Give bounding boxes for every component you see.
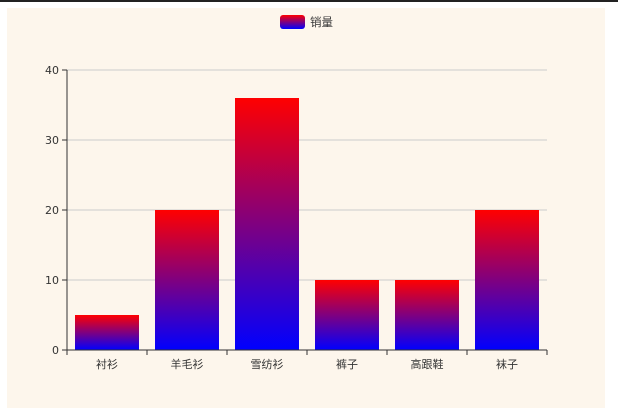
window-top-border [0,0,618,2]
chart-legend[interactable]: 销量 [280,15,333,29]
y-tick-label: 30 [45,134,59,147]
y-tick-label: 0 [52,344,59,357]
x-category-label: 羊毛衫 [171,357,204,371]
y-tick-label: 40 [45,64,59,77]
legend-label[interactable]: 销量 [310,15,333,29]
x-category-label: 高跟鞋 [411,357,444,371]
bar-3[interactable] [315,280,379,350]
y-tick-label: 10 [45,274,59,287]
bar-2[interactable] [235,98,299,350]
y-tick-label: 20 [45,204,59,217]
legend-swatch[interactable] [280,15,305,29]
bar-4[interactable] [395,280,459,350]
bar-5[interactable] [475,210,539,350]
bar-1[interactable] [155,210,219,350]
bar-0[interactable] [75,315,139,350]
x-category-label: 裤子 [336,357,358,371]
x-category-label: 袜子 [496,357,518,371]
x-category-label: 雪纺衫 [251,357,284,371]
x-category-label: 衬衫 [96,358,118,371]
